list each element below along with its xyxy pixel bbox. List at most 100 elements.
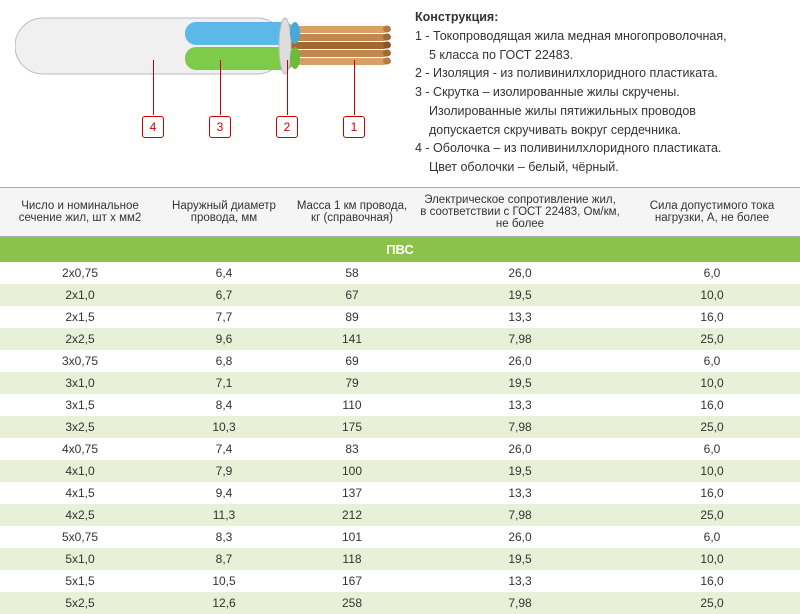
- table-row: 5х1,08,711819,510,0: [0, 548, 800, 570]
- table-row: 3х0,756,86926,06,0: [0, 350, 800, 372]
- table-cell: 2х1,5: [0, 306, 160, 328]
- table-cell: 2х0,75: [0, 262, 160, 284]
- table-cell: 5х1,0: [0, 548, 160, 570]
- callout-label: 2: [284, 120, 291, 134]
- table-row: 2х1,06,76719,510,0: [0, 284, 800, 306]
- table-cell: 26,0: [416, 438, 624, 460]
- callout-2: 2: [276, 116, 298, 138]
- table-cell: 6,0: [624, 262, 800, 284]
- table-cell: 16,0: [624, 306, 800, 328]
- callout-label: 4: [150, 120, 157, 134]
- callout-label: 3: [217, 120, 224, 134]
- table-row: 5х0,758,310126,06,0: [0, 526, 800, 548]
- description-line: 1 - Токопроводящая жила медная многопров…: [415, 27, 727, 46]
- table-cell: 10,0: [624, 284, 800, 306]
- section-label: ПВС: [0, 236, 800, 262]
- table-cell: 10,3: [160, 416, 288, 438]
- construction-description: Конструкция: 1 - Токопроводящая жила мед…: [415, 8, 727, 177]
- table-cell: 4х0,75: [0, 438, 160, 460]
- table-cell: 79: [288, 372, 416, 394]
- table-cell: 7,7: [160, 306, 288, 328]
- table-cell: 19,5: [416, 460, 624, 482]
- table-cell: 13,3: [416, 306, 624, 328]
- table-cell: 8,7: [160, 548, 288, 570]
- table-cell: 25,0: [624, 592, 800, 614]
- description-line: допускается скручивать вокруг сердечника…: [415, 121, 727, 140]
- table-cell: 26,0: [416, 526, 624, 548]
- table-row: 2х1,57,78913,316,0: [0, 306, 800, 328]
- table-header-row: Число и номинальное сечение жил, шт х мм…: [0, 187, 800, 236]
- table-cell: 7,98: [416, 592, 624, 614]
- spec-table: Число и номинальное сечение жил, шт х мм…: [0, 187, 800, 614]
- table-row: 2х2,59,61417,9825,0: [0, 328, 800, 350]
- table-cell: 89: [288, 306, 416, 328]
- top-section: 4 3 2 1 Конструкция: 1 - Токопроводящая …: [0, 0, 800, 181]
- table-row: 2х0,756,45826,06,0: [0, 262, 800, 284]
- th-cross-section: Число и номинальное сечение жил, шт х мм…: [0, 187, 160, 236]
- table-cell: 258: [288, 592, 416, 614]
- table-cell: 7,9: [160, 460, 288, 482]
- table-cell: 3х2,5: [0, 416, 160, 438]
- table-cell: 118: [288, 548, 416, 570]
- table-cell: 7,1: [160, 372, 288, 394]
- table-cell: 10,0: [624, 548, 800, 570]
- table-cell: 25,0: [624, 504, 800, 526]
- description-line: 2 - Изоляция - из поливинилхлоридного пл…: [415, 64, 727, 83]
- table-cell: 175: [288, 416, 416, 438]
- table-cell: 6,0: [624, 438, 800, 460]
- table-cell: 137: [288, 482, 416, 504]
- description-line: Цвет оболочки – белый, чёрный.: [415, 158, 727, 177]
- table-cell: 69: [288, 350, 416, 372]
- table-row: 4х1,07,910019,510,0: [0, 460, 800, 482]
- table-cell: 6,0: [624, 526, 800, 548]
- table-cell: 7,98: [416, 416, 624, 438]
- table-cell: 6,8: [160, 350, 288, 372]
- th-mass: Масса 1 км провода, кг (справочная): [288, 187, 416, 236]
- table-row: 3х1,58,411013,316,0: [0, 394, 800, 416]
- table-cell: 5х1,5: [0, 570, 160, 592]
- th-diameter: Наружный диаметр провода, мм: [160, 187, 288, 236]
- table-cell: 6,7: [160, 284, 288, 306]
- cable-illustration: [15, 8, 395, 108]
- table-cell: 13,3: [416, 570, 624, 592]
- table-cell: 4х1,0: [0, 460, 160, 482]
- table-cell: 13,3: [416, 482, 624, 504]
- table-cell: 4х2,5: [0, 504, 160, 526]
- table-cell: 11,3: [160, 504, 288, 526]
- table-row: 5х1,510,516713,316,0: [0, 570, 800, 592]
- table-cell: 25,0: [624, 416, 800, 438]
- table-cell: 19,5: [416, 284, 624, 306]
- description-line: Изолированные жилы пятижильных проводов: [415, 102, 727, 121]
- table-cell: 83: [288, 438, 416, 460]
- table-row: 4х1,59,413713,316,0: [0, 482, 800, 504]
- table-cell: 67: [288, 284, 416, 306]
- table-cell: 16,0: [624, 570, 800, 592]
- table-cell: 19,5: [416, 548, 624, 570]
- table-cell: 2х2,5: [0, 328, 160, 350]
- table-cell: 100: [288, 460, 416, 482]
- table-cell: 26,0: [416, 262, 624, 284]
- table-cell: 13,3: [416, 394, 624, 416]
- th-current: Сила допустимого тока нагрузки, А, не бо…: [624, 187, 800, 236]
- table-cell: 3х0,75: [0, 350, 160, 372]
- description-title: Конструкция:: [415, 8, 727, 27]
- cable-diagram: 4 3 2 1: [15, 8, 395, 177]
- table-cell: 212: [288, 504, 416, 526]
- table-cell: 25,0: [624, 328, 800, 350]
- table-row: 3х2,510,31757,9825,0: [0, 416, 800, 438]
- table-cell: 110: [288, 394, 416, 416]
- callout-3: 3: [209, 116, 231, 138]
- table-cell: 5х0,75: [0, 526, 160, 548]
- callout-4: 4: [142, 116, 164, 138]
- table-cell: 5х2,5: [0, 592, 160, 614]
- table-cell: 26,0: [416, 350, 624, 372]
- table-cell: 9,6: [160, 328, 288, 350]
- table-cell: 19,5: [416, 372, 624, 394]
- table-cell: 3х1,5: [0, 394, 160, 416]
- table-cell: 10,0: [624, 460, 800, 482]
- description-line: 5 класса по ГОСТ 22483.: [415, 46, 727, 65]
- description-line: 4 - Оболочка – из поливинилхлоридного пл…: [415, 139, 727, 158]
- table-row: 4х0,757,48326,06,0: [0, 438, 800, 460]
- callout-1: 1: [343, 116, 365, 138]
- table-cell: 10,0: [624, 372, 800, 394]
